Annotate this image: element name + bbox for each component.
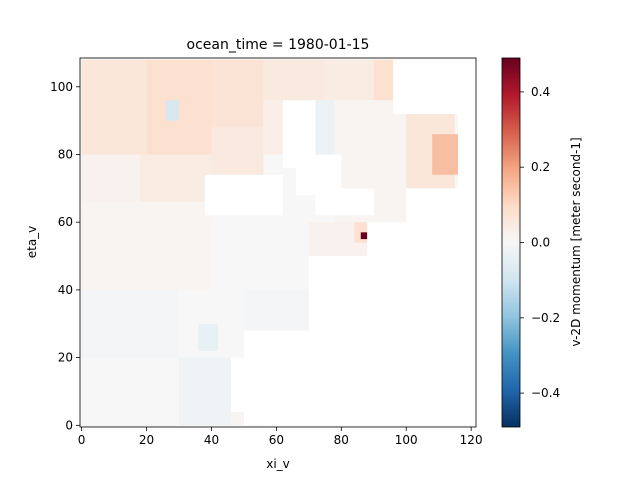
y-tick-label: 20 xyxy=(58,351,73,365)
heatmap-cell xyxy=(373,59,394,101)
land-mask-cell xyxy=(204,174,283,216)
heatmap-cell xyxy=(360,232,368,240)
heatmap-cell xyxy=(81,357,179,426)
colorbar xyxy=(501,57,521,428)
land-mask-cell xyxy=(315,188,374,216)
colorbar-ticks: −0.4 −0.2 0.0 0.2 0.4 xyxy=(520,85,560,400)
heatmap-cell xyxy=(81,289,179,358)
x-tick-label: 40 xyxy=(204,433,219,447)
x-tick-label: 120 xyxy=(460,433,483,447)
land-mask-cell xyxy=(325,256,374,290)
heatmap-cell xyxy=(263,100,283,155)
colorbar-tick-label: −0.4 xyxy=(531,386,560,400)
y-tick-label: 40 xyxy=(58,283,73,297)
heatmap-cell xyxy=(315,100,335,155)
heatmap-layer xyxy=(80,58,476,427)
y-axis: 0 20 40 60 80 100 xyxy=(50,80,80,432)
y-tick-label: 80 xyxy=(58,147,73,161)
colorbar-label: v-2D momentum [meter second-1] xyxy=(569,137,583,346)
heatmap-cell xyxy=(432,134,459,175)
plot-area-frame xyxy=(79,57,477,428)
heatmap-cell xyxy=(81,59,147,155)
y-axis-label: eta_v xyxy=(25,226,39,259)
heatmap-cell xyxy=(211,59,264,128)
land-mask-cell xyxy=(295,154,342,196)
y-tick-label: 60 xyxy=(58,215,73,229)
x-tick-label: 100 xyxy=(395,433,418,447)
x-tick-label: 0 xyxy=(78,433,86,447)
y-tick-label: 100 xyxy=(50,80,73,94)
colorbar-tick-label: 0.0 xyxy=(531,236,550,250)
heatmap-cell xyxy=(211,222,309,290)
x-axis: 0 20 40 60 80 100 120 xyxy=(78,427,483,447)
land-mask-cell xyxy=(367,222,476,426)
heatmap-cell xyxy=(325,59,374,101)
land-mask-cell xyxy=(230,357,244,412)
heatmap-cell xyxy=(140,154,212,202)
x-tick-label: 60 xyxy=(269,433,284,447)
land-mask-cell xyxy=(263,391,368,426)
colorbar-tick-label: 0.4 xyxy=(531,85,550,99)
colorbar-tick-label: 0.2 xyxy=(531,160,550,174)
x-axis-label: xi_v xyxy=(266,457,290,471)
land-mask-cell xyxy=(458,113,476,223)
heatmap-cell xyxy=(81,201,212,290)
heatmap-cell xyxy=(263,59,326,101)
colorbar-tick-label: −0.2 xyxy=(531,311,560,325)
x-tick-label: 20 xyxy=(139,433,154,447)
chart-title: ocean_time = 1980-01-15 xyxy=(187,37,370,53)
heatmap-cell xyxy=(198,323,218,351)
y-tick-label: 0 xyxy=(65,418,73,432)
heatmap-cell xyxy=(179,357,231,426)
land-mask-cell xyxy=(393,59,476,114)
land-mask-cell xyxy=(406,188,459,223)
heatmap-cell xyxy=(166,100,179,121)
x-tick-label: 80 xyxy=(334,433,349,447)
heatmap-cell xyxy=(211,127,264,182)
